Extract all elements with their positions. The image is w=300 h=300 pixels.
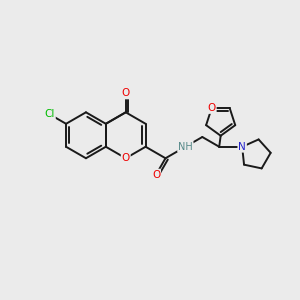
- Text: Cl: Cl: [45, 110, 55, 119]
- Text: O: O: [152, 169, 160, 180]
- Text: NH: NH: [178, 142, 193, 152]
- Text: O: O: [122, 88, 130, 98]
- Text: O: O: [208, 103, 216, 113]
- Text: O: O: [122, 153, 130, 163]
- Text: N: N: [238, 142, 246, 152]
